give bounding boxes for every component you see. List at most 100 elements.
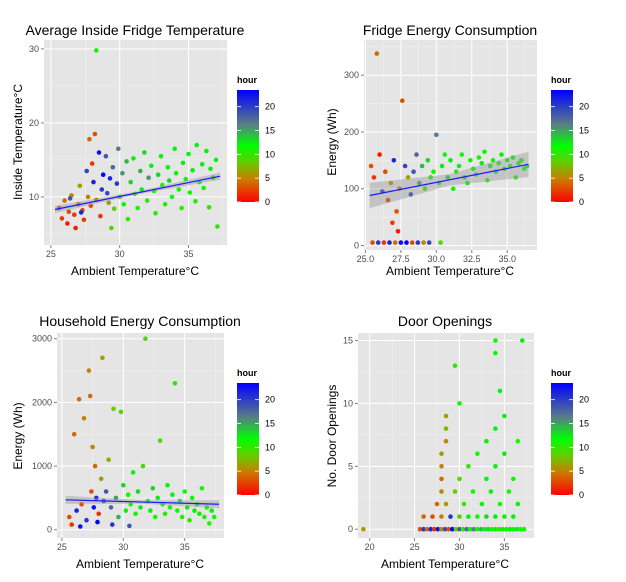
data-point [109, 225, 114, 231]
data-point [431, 169, 436, 174]
data-point [127, 523, 132, 529]
data-point [76, 396, 82, 402]
data-point [374, 51, 380, 56]
y-tick-label: 300 [344, 70, 359, 80]
data-point [69, 522, 74, 527]
x-axis-title: Ambient Temperature°C [381, 557, 509, 571]
data-point [502, 451, 507, 457]
data-point [162, 511, 168, 517]
x-tick-label: 30.0 [428, 254, 446, 264]
data-point [208, 166, 213, 172]
data-point [497, 388, 503, 394]
data-point [84, 168, 89, 174]
data-point [78, 210, 84, 215]
data-point [167, 505, 173, 510]
data-point [121, 202, 127, 207]
legend-tick-label: 15 [265, 126, 275, 136]
data-point [445, 175, 451, 180]
y-tick-label: 3000 [32, 334, 52, 344]
data-point [490, 158, 496, 163]
data-point [193, 199, 198, 204]
plot-area: 25 30 35 0 1000 2000 3000 [32, 333, 224, 552]
data-point [213, 157, 219, 163]
data-point [96, 150, 102, 155]
data-point [107, 176, 113, 181]
data-point [199, 486, 205, 491]
legend-title: hour [237, 75, 257, 85]
legend-tick-label: 15 [579, 126, 589, 136]
data-point [408, 192, 414, 197]
data-point [133, 511, 138, 517]
data-point [457, 514, 462, 519]
data-point [452, 363, 458, 369]
data-point [207, 521, 212, 526]
data-point [411, 169, 416, 174]
legend-tick-label: 0 [579, 197, 584, 207]
data-point [452, 489, 458, 494]
data-point [78, 524, 83, 529]
data-point [515, 501, 521, 507]
trend-line [369, 163, 529, 197]
x-axis-title: Ambient Temperature°C [386, 264, 514, 278]
data-point [518, 526, 523, 532]
data-point [470, 489, 476, 494]
data-point [511, 526, 516, 532]
data-point [493, 426, 498, 431]
data-point [419, 163, 425, 169]
legend-tick-label: 15 [265, 419, 275, 429]
legend-tick-label: 20 [265, 102, 275, 112]
chart-inside-fridge-temperature: Average Inside Fridge Temperature Ambien… [11, 22, 245, 278]
x-tick-label: 25 [410, 542, 420, 552]
data-point [86, 368, 92, 373]
data-point [493, 350, 498, 356]
data-point [62, 198, 67, 203]
y-tick-label: 30 [29, 44, 39, 54]
x-tick-label: 32.5 [463, 254, 481, 264]
y-tick-label: 200 [344, 127, 359, 137]
data-point [96, 511, 101, 517]
legend-tick-label: 5 [265, 173, 270, 183]
data-point [453, 169, 459, 174]
data-point [91, 505, 97, 510]
y-tick-label: 0 [354, 240, 359, 250]
data-point [484, 438, 489, 444]
data-point [520, 338, 525, 343]
legend-tick-label: 5 [265, 466, 270, 476]
legend-colorbar [551, 383, 573, 495]
data-point [479, 160, 485, 166]
data-point [479, 501, 485, 507]
data-point [187, 190, 193, 195]
data-point [184, 505, 190, 510]
data-point [94, 495, 99, 501]
legend-tick-label: 0 [265, 490, 270, 500]
data-point [402, 163, 408, 169]
data-point [183, 176, 188, 182]
data-point [177, 498, 183, 504]
data-point [502, 413, 507, 419]
data-point [417, 526, 423, 532]
data-point [502, 514, 507, 519]
data-point [135, 205, 140, 211]
data-point [443, 501, 449, 507]
data-point [387, 240, 392, 245]
data-point [439, 163, 445, 169]
data-point [485, 177, 490, 183]
data-point [467, 526, 473, 532]
data-point [434, 501, 440, 507]
data-point [405, 175, 411, 180]
data-point [169, 194, 175, 200]
data-point [471, 526, 477, 532]
data-point [521, 166, 527, 172]
data-point [182, 489, 187, 494]
data-point [90, 444, 95, 450]
data-point [493, 514, 498, 519]
y-tick-label: 2000 [32, 397, 52, 407]
data-point [459, 152, 465, 157]
data-point [404, 240, 409, 245]
data-point [400, 98, 405, 103]
data-point [497, 501, 503, 507]
data-point [81, 416, 87, 421]
data-point [98, 476, 104, 482]
data-point [381, 240, 387, 245]
data-point [123, 508, 129, 513]
